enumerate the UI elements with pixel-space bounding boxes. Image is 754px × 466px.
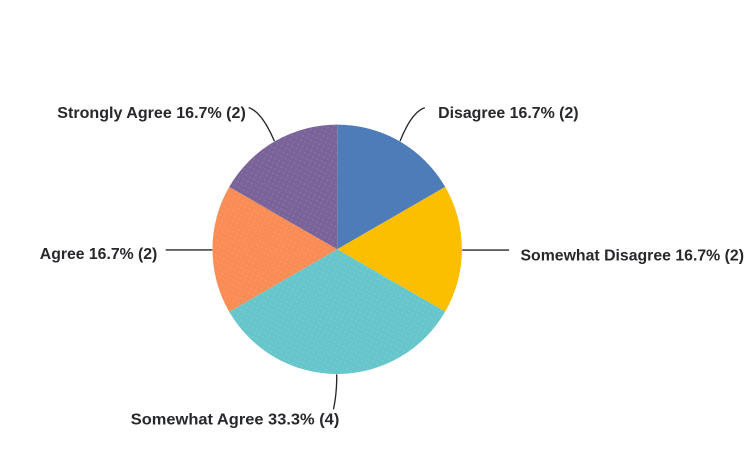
svg-text:Somewhat Agree 33.3% (4): Somewhat Agree 33.3% (4) (131, 412, 339, 429)
svg-text:Disagree 16.7% (2): Disagree 16.7% (2) (438, 105, 578, 122)
svg-text:Strongly Agree 16.7% (2): Strongly Agree 16.7% (2) (57, 105, 245, 122)
svg-text:Somewhat Disagree 16.7% (2): Somewhat Disagree 16.7% (2) (521, 247, 745, 264)
svg-text:Agree 16.7% (2): Agree 16.7% (2) (40, 246, 158, 263)
